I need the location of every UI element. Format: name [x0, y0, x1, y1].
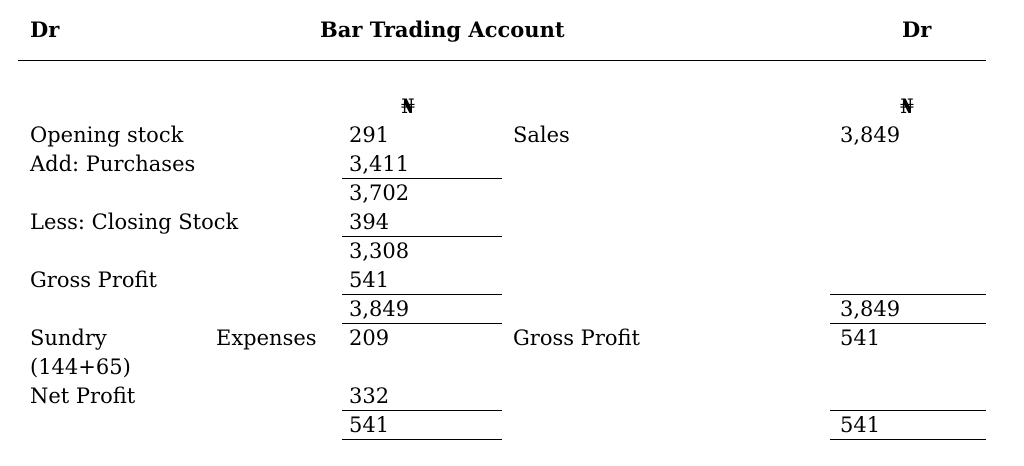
trading-total-amount: 3,849 — [349, 297, 410, 321]
credit-final-rule-bottom — [830, 439, 986, 440]
sales-amount: 3,849 — [840, 123, 901, 147]
debit-column-heading: Dr — [30, 17, 60, 42]
cost-of-sales-rule — [342, 236, 502, 237]
final-total-rule-top — [342, 410, 502, 411]
final-total-rule-bottom — [342, 439, 502, 440]
gross-profit-amount: 541 — [349, 268, 390, 292]
purchases-amount: 3,411 — [349, 152, 410, 176]
credit-currency-symbol: ₦ — [900, 94, 914, 118]
credit-final-rule-top — [830, 410, 986, 411]
net-profit-amount: 332 — [349, 384, 390, 408]
sundry-expenses-amount: 209 — [349, 326, 390, 350]
header-divider — [18, 60, 986, 61]
sundry-expenses-label-part1: Sundry — [30, 326, 107, 350]
total-rule-top — [342, 294, 502, 295]
final-total-amount: 541 — [349, 413, 390, 437]
closing-stock-amount: 394 — [349, 210, 390, 234]
opening-stock-amount: 291 — [349, 123, 390, 147]
credit-gross-profit-label: Gross Profit — [513, 326, 640, 350]
cost-of-sales-amount: 3,308 — [349, 239, 410, 263]
credit-total-rule-bottom — [830, 323, 986, 324]
sales-label: Sales — [513, 123, 570, 147]
closing-stock-label: Less: Closing Stock — [30, 210, 239, 234]
subtotal-rule — [342, 178, 502, 179]
net-profit-label: Net Profit — [30, 384, 136, 408]
page-title: Bar Trading Account — [320, 17, 565, 42]
credit-gross-profit-amount: 541 — [840, 326, 881, 350]
purchases-label: Add: Purchases — [30, 152, 196, 176]
debit-currency-symbol: ₦ — [401, 94, 415, 118]
gross-profit-label: Gross Profit — [30, 268, 157, 292]
credit-final-total-amount: 541 — [840, 413, 881, 437]
opening-stock-label: Opening stock — [30, 123, 184, 147]
sundry-expenses-breakdown: (144+65) — [30, 355, 131, 379]
credit-column-heading: Dr — [902, 17, 932, 42]
sundry-expenses-label-part2: Expenses — [216, 326, 317, 350]
total-rule-bottom — [342, 323, 502, 324]
subtotal-amount: 3,702 — [349, 181, 410, 205]
credit-total-amount: 3,849 — [840, 297, 901, 321]
credit-total-rule-top — [830, 294, 986, 295]
